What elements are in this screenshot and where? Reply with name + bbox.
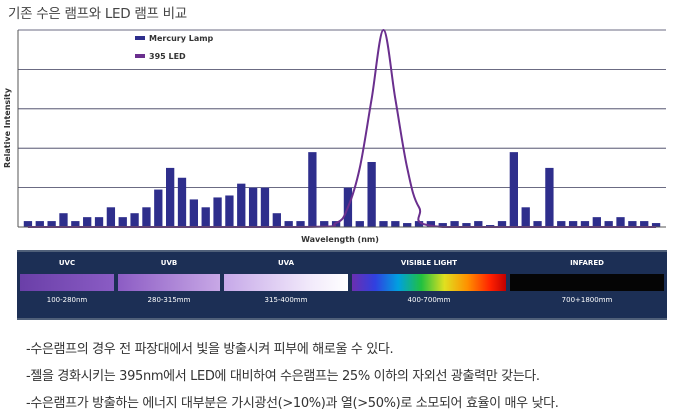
- mercury-bar: [367, 161, 376, 227]
- spectrum-infrared-name: INFARED: [570, 259, 604, 267]
- mercury-bar: [403, 223, 412, 227]
- spectrum-uvb-gradient: [118, 274, 220, 291]
- spectrum-uvc-range: 100-280nm: [46, 296, 88, 304]
- mercury-bar: [284, 221, 293, 227]
- mercury-bar: [118, 217, 127, 227]
- mercury-bar: [189, 199, 198, 227]
- mercury-bar: [533, 221, 542, 227]
- mercury-bar: [166, 167, 175, 227]
- mercury-bar: [355, 221, 364, 227]
- spectrum-chart: Relative Intensity Wavelength (nm) Mercu…: [3, 28, 666, 244]
- spectrum-visible: VISIBLE LIGHT 400-700mm: [352, 256, 506, 312]
- mercury-bar: [142, 207, 151, 227]
- note-2: -젤을 경화시키는 395nm에서 LED에 대비하여 수은램프는 25% 이하…: [26, 369, 540, 384]
- mercury-bar: [426, 221, 436, 227]
- spectrum-uvc: UVC 100-280nm: [20, 256, 114, 312]
- spectrum-band: UVC 100-280nm UVB 280-315mm UVA 315-400m…: [17, 250, 667, 320]
- mercury-bar: [23, 221, 33, 227]
- mercury-bar: [438, 223, 447, 227]
- legend-label-mercury: Mercury Lamp: [149, 34, 214, 43]
- spectrum-infrared-range: 700+1800mm: [561, 296, 613, 304]
- legend: Mercury Lamp 395 LED: [135, 34, 214, 61]
- mercury-bar: [225, 195, 234, 227]
- mercury-bar: [580, 221, 590, 227]
- mercury-bar: [379, 221, 388, 227]
- mercury-bar: [260, 187, 270, 227]
- mercury-bar: [320, 221, 329, 227]
- spectrum-uva-name: UVA: [277, 259, 295, 267]
- spectrum-infrared: INFARED 700+1800mm: [510, 256, 664, 312]
- mercury-bar: [651, 223, 661, 227]
- led-395-curve: [27, 28, 657, 229]
- mercury-bar: [462, 223, 471, 227]
- x-axis-label: Wavelength (nm): [301, 235, 379, 244]
- chart-grid: [18, 29, 666, 189]
- mercury-bar: [248, 187, 258, 227]
- mercury-bar: [83, 217, 92, 227]
- spectrum-infrared-gradient: [510, 274, 664, 291]
- note-1: -수은램프의 경우 전 파장대에서 빛을 방출시켜 피부에 해로울 수 있다.: [26, 342, 394, 357]
- mercury-bar: [474, 221, 483, 227]
- spectrum-uvb-name: UVB: [160, 259, 178, 267]
- mercury-bar: [308, 152, 317, 227]
- spectrum-uvb-range: 280-315mm: [147, 296, 191, 304]
- legend-swatch-mercury: [135, 36, 145, 40]
- spectrum-uva: UVA 315-400mm: [224, 256, 348, 312]
- mercury-bar: [201, 207, 210, 227]
- mercury-bar: [557, 221, 566, 227]
- legend-swatch-led: [135, 54, 145, 58]
- mercury-bar: [47, 221, 56, 227]
- mercury-bar: [604, 221, 613, 227]
- mercury-bar: [450, 221, 459, 227]
- mercury-bar: [71, 221, 80, 227]
- spectrum-uvc-name: UVC: [58, 259, 76, 267]
- mercury-bar: [545, 167, 554, 227]
- spectrum-visible-range: 400-700mm: [407, 296, 451, 304]
- spectrum-visible-name: VISIBLE LIGHT: [400, 259, 458, 267]
- mercury-bar: [94, 217, 104, 227]
- page-title: 기존 수은 램프와 LED 램프 비교: [8, 6, 187, 22]
- mercury-bar: [35, 221, 44, 227]
- mercury-bar: [213, 197, 222, 227]
- spectrum-visible-gradient: [352, 274, 506, 291]
- mercury-bar: [106, 207, 116, 227]
- mercury-bar: [497, 221, 507, 227]
- spectrum-uvb: UVB 280-315mm: [118, 256, 220, 312]
- mercury-bar: [177, 177, 187, 227]
- mercury-bar: [130, 213, 139, 227]
- y-axis-label: Relative Intensity: [3, 87, 12, 168]
- mercury-bars: [23, 152, 661, 227]
- mercury-bar: [237, 183, 246, 227]
- mercury-bar: [592, 217, 601, 227]
- mercury-bar: [272, 213, 281, 227]
- mercury-bar: [628, 221, 637, 227]
- spectrum-uvc-gradient: [20, 274, 114, 291]
- legend-label-led: 395 LED: [149, 52, 186, 61]
- mercury-bar: [296, 221, 305, 227]
- mercury-bar: [414, 221, 424, 227]
- spectrum-uva-range: 315-400mm: [264, 296, 308, 304]
- spectrum-uva-gradient: [224, 274, 348, 291]
- mercury-bar: [59, 213, 68, 227]
- mercury-bar: [521, 207, 530, 227]
- mercury-bar: [391, 221, 400, 227]
- mercury-bar: [509, 152, 518, 227]
- mercury-bar: [640, 221, 649, 227]
- mercury-bar: [568, 221, 578, 227]
- mercury-bar: [154, 189, 163, 227]
- note-3: -수은램프가 방출하는 에너지 대부분은 가시광선(>10%)과 열(>50%)…: [26, 396, 559, 411]
- mercury-bar: [616, 217, 625, 227]
